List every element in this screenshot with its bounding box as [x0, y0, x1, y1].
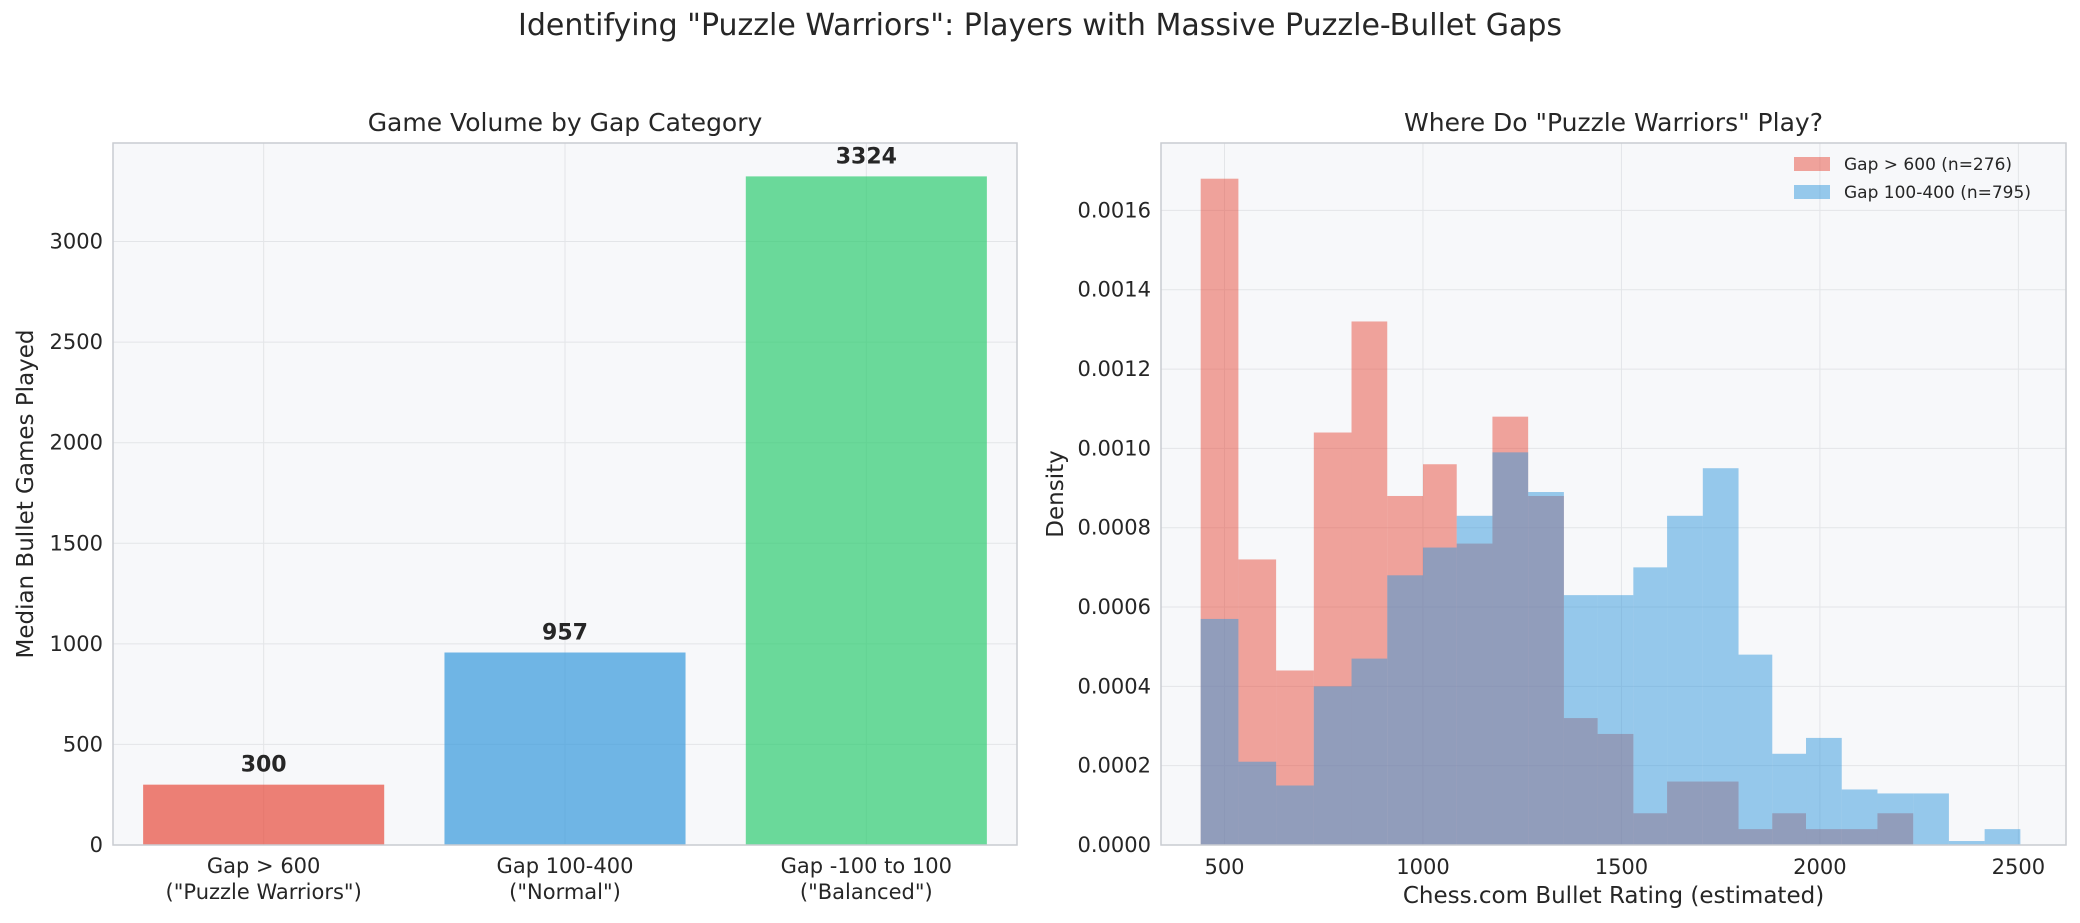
y-tick-label-2: 0.0008	[1078, 516, 1151, 540]
hist-bin-series1-10	[1563, 595, 1598, 845]
x-tick-label-2: 1000	[1396, 855, 1449, 879]
y-axis-label-2: Density	[1043, 450, 1069, 537]
hist-bin-series1-13	[1667, 515, 1703, 845]
y-tick-label-1: 500	[63, 732, 103, 756]
bar-2	[745, 176, 987, 845]
bar-value-label-1: 957	[542, 621, 588, 646]
legend-label-1: Gap 100-400 (n=795)	[1844, 183, 2031, 203]
histogram-rating-distribution: 500 1000 1500 2000 2500 0.0000 0.0002 0.0004 0.0…	[1043, 108, 2067, 909]
hist-bin-series1-18	[1841, 789, 1878, 845]
bar-1	[444, 652, 686, 845]
legend-swatch-1	[1794, 185, 1830, 199]
x-tick-label-1: Gap 100-400	[497, 854, 634, 878]
y-tick-label-2: 0.0016	[1078, 198, 1151, 222]
hist-bin-series1-9	[1528, 492, 1564, 845]
hist-bin-series1-17	[1806, 737, 1842, 845]
hist-bin-series1-14	[1702, 468, 1739, 845]
y-tick-label-2: 0.0000	[1078, 833, 1151, 857]
y-tick-label-2: 0.0014	[1078, 278, 1151, 302]
x-tick-label-1: ("Normal")	[509, 880, 621, 904]
hist-bin-series1-22	[1984, 829, 2021, 845]
y-tick-label-2: 0.0010	[1078, 436, 1151, 460]
y-tick-label-1: 3000	[50, 230, 103, 254]
hist-bin-series1-15	[1738, 654, 1773, 845]
x-axis-label-2: Chess.com Bullet Rating (estimated)	[1403, 883, 1824, 909]
hist-bin-series1-4	[1351, 658, 1388, 845]
hist-bin-series1-8	[1492, 452, 1529, 845]
bar-chart-game-volume: 0 500 1000 1500 2000 2500 3000 300 Gap > 600("Pu…	[13, 108, 1018, 904]
hist-bin-series1-3	[1313, 686, 1352, 845]
y-tick-label-1: 1000	[50, 632, 103, 656]
hist-bin-series1-21	[1948, 841, 1985, 845]
hist-bin-series1-6	[1422, 547, 1457, 845]
y-tick-label-2: 0.0002	[1078, 754, 1151, 778]
x-tick-label-2: 1500	[1595, 855, 1648, 879]
y-tick-label-2: 0.0004	[1078, 674, 1151, 698]
hist-bin-series1-12	[1633, 567, 1668, 845]
y-tick-label-2: 0.0006	[1078, 595, 1151, 619]
bar-value-label-0: 300	[241, 753, 287, 778]
chart-title-1: Game Volume by Gap Category	[368, 108, 763, 137]
y-tick-label-1: 2000	[50, 431, 103, 455]
y-tick-label-1: 2500	[50, 330, 103, 354]
plot-frame-1	[112, 142, 1018, 846]
bar-0	[143, 784, 385, 845]
hist-bin-series1-5	[1387, 575, 1423, 845]
hist-bin-series1-16	[1772, 753, 1807, 845]
y-tick-label-1: 0	[90, 833, 103, 857]
legend-swatch-0	[1794, 157, 1830, 171]
hist-bin-series1-0	[1200, 618, 1239, 845]
hist-bin-series1-7	[1456, 515, 1493, 845]
hist-bin-series1-1	[1238, 761, 1277, 845]
legend-label-0: Gap > 600 (n=276)	[1844, 155, 2012, 175]
x-tick-label-2: 2000	[1793, 855, 1846, 879]
y-axis-label-1: Median Bullet Games Played	[13, 329, 39, 658]
x-tick-label-1: ("Puzzle Warriors")	[166, 880, 362, 904]
hist-bin-series1-2	[1276, 785, 1314, 845]
x-tick-label-1: ("Balanced")	[800, 880, 933, 904]
hist-bin-series1-19	[1877, 793, 1914, 845]
figure-title: Identifying "Puzzle Warriors": Players w…	[518, 8, 1562, 43]
y-tick-label-1: 1500	[50, 531, 103, 555]
x-tick-label-2: 2500	[1992, 855, 2045, 879]
bar-value-label-2: 3324	[836, 144, 897, 169]
x-tick-label-2: 500	[1204, 855, 1244, 879]
hist-bin-series1-11	[1597, 595, 1634, 845]
x-tick-label-1: Gap -100 to 100	[781, 854, 952, 878]
chart-title-2: Where Do "Puzzle Warriors" Play?	[1404, 108, 1823, 137]
hist-bin-series1-20	[1913, 793, 1949, 845]
plot-frame-2	[1160, 142, 2067, 846]
x-tick-label-1: Gap > 600	[207, 854, 321, 878]
y-tick-label-2: 0.0012	[1078, 357, 1151, 381]
